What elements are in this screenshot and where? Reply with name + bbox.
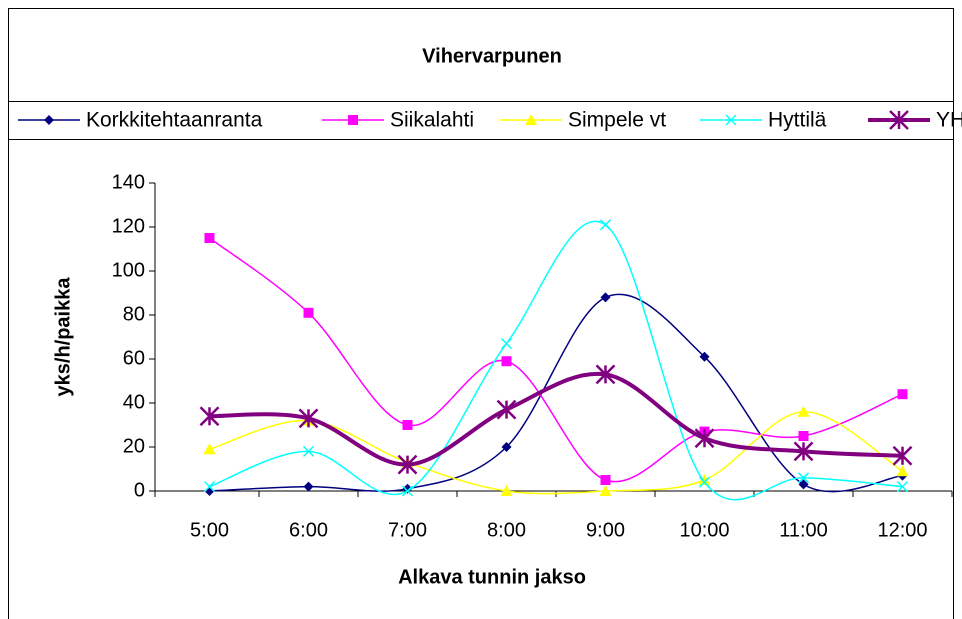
marker [397,454,418,475]
marker [600,475,611,485]
marker [402,483,413,494]
x-tick-label: 9:00 [586,519,625,541]
y-tick-label: 80 [123,303,145,325]
legend-marker [44,115,54,125]
marker [694,428,715,449]
y-tick-label: 60 [123,347,145,369]
marker [500,338,513,350]
marker [501,356,512,367]
marker [501,442,512,452]
marker [698,476,711,488]
legend-marker [725,114,737,126]
legend-box [8,101,954,140]
x-tick-label: 12:00 [877,519,927,541]
legend-marker [348,115,358,125]
marker [302,445,315,457]
marker [892,445,913,466]
marker [402,420,413,430]
marker [797,472,810,484]
marker [896,465,909,477]
y-tick-label: 20 [123,435,145,457]
legend-label: Hyttilä [768,109,827,132]
y-tick-label: 40 [123,391,145,413]
marker [698,474,711,485]
chart-title: Vihervarpunen [422,45,562,67]
marker [298,408,319,429]
x-tick-label: 6:00 [289,519,328,541]
marker [896,481,909,493]
legend-marker [525,114,537,125]
marker [797,405,810,417]
marker [793,441,814,462]
marker [203,481,216,493]
marker [303,481,314,492]
marker [303,307,314,318]
y-tick-label: 0 [134,479,145,501]
marker [595,364,616,385]
marker [897,389,908,400]
marker [798,479,809,490]
x-tick-label: 5:00 [190,519,229,541]
x-tick-label: 10:00 [679,519,729,541]
marker [599,485,612,496]
legend-label: Siikalahti [390,109,474,132]
legend-label: Simpele vt [568,109,666,132]
y-axis-title: yks/h/paikka [52,277,74,397]
x-axis-title: Alkava tunnin jakso [398,566,586,588]
x-tick-label: 11:00 [779,519,828,541]
y-tick-label: 140 [112,171,145,193]
legend-marker [889,110,909,130]
legend-label: Korkkitehtaanranta [86,109,263,132]
marker [199,406,220,427]
x-tick-label: 7:00 [388,519,427,541]
marker [203,443,216,455]
marker [401,485,414,497]
marker [204,233,215,243]
series-line [209,293,903,493]
marker [500,485,513,496]
legend-label: YHT [936,109,962,132]
x-tick-label: 8:00 [487,519,526,541]
y-tick-label: 100 [112,259,145,281]
y-tick-label: 120 [112,215,145,237]
marker [599,219,612,231]
series-line [209,371,903,467]
marker [600,292,611,303]
marker [798,431,809,441]
marker [699,351,710,362]
series-line [209,220,903,501]
marker [496,399,517,420]
series-line [209,237,903,483]
